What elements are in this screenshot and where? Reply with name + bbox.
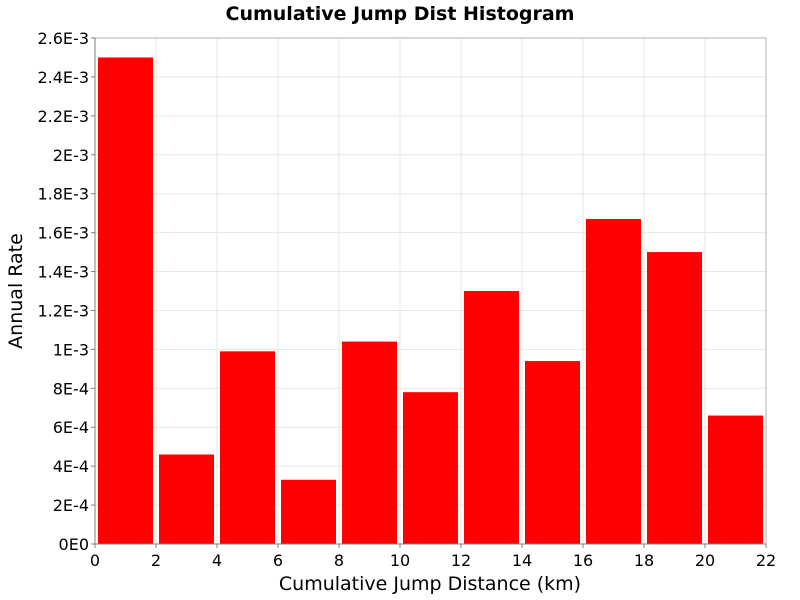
x-tick-label: 6 <box>273 551 283 570</box>
y-tick-label: 6E-4 <box>53 418 89 437</box>
y-tick-label: 0E0 <box>59 535 89 554</box>
x-tick-label: 10 <box>390 551 410 570</box>
histogram-bar <box>525 361 580 544</box>
axis-ticks <box>91 37 767 548</box>
y-tick-label: 4E-4 <box>53 457 89 476</box>
histogram-bar <box>98 57 153 544</box>
histogram-bar <box>342 341 397 544</box>
x-tick-label: 0 <box>90 551 100 570</box>
y-tick-label: 1.6E-3 <box>37 224 89 243</box>
y-tick-label: 1E-3 <box>53 340 89 359</box>
x-tick-label: 14 <box>512 551 532 570</box>
y-tick-label: 1.2E-3 <box>37 301 89 320</box>
histogram-bar <box>464 291 519 544</box>
y-tick-label: 2.4E-3 <box>37 68 89 87</box>
x-tick-label: 20 <box>695 551 715 570</box>
histogram-bar <box>281 479 336 544</box>
x-axis-label: Cumulative Jump Distance (km) <box>279 573 581 595</box>
histogram-bar <box>586 218 641 544</box>
y-tick-label: 1.4E-3 <box>37 263 89 282</box>
y-tick-label: 2.6E-3 <box>37 29 89 48</box>
x-tick-label: 22 <box>756 551 776 570</box>
x-tick-label: 16 <box>573 551 593 570</box>
histogram-bar <box>647 252 702 545</box>
y-tick-label: 2E-4 <box>53 496 89 515</box>
y-tick-labels: 0E0 2E-4 4E-4 6E-4 8E-4 1E-3 1.2E-3 1.4E-3 1.6E-… <box>37 29 89 554</box>
histogram-bar <box>159 454 214 544</box>
y-tick-label: 2.2E-3 <box>37 107 89 126</box>
y-tick-label: 2E-3 <box>53 146 89 165</box>
histogram-bar <box>403 392 458 544</box>
y-axis-label: Annual Rate <box>5 233 27 349</box>
x-tick-label: 12 <box>451 551 471 570</box>
x-tick-label: 18 <box>634 551 654 570</box>
histogram-bar <box>220 351 275 544</box>
chart-title: Cumulative Jump Dist Histogram <box>226 3 575 25</box>
bars <box>98 57 763 545</box>
x-tick-labels: 0 2 4 6 8 10 12 14 16 18 20 22 <box>90 551 776 570</box>
y-tick-label: 1.8E-3 <box>37 185 89 204</box>
y-tick-label: 8E-4 <box>53 379 89 398</box>
histogram-bar <box>708 415 763 544</box>
x-tick-label: 8 <box>334 551 344 570</box>
x-tick-label: 2 <box>151 551 161 570</box>
x-tick-label: 4 <box>212 551 222 570</box>
